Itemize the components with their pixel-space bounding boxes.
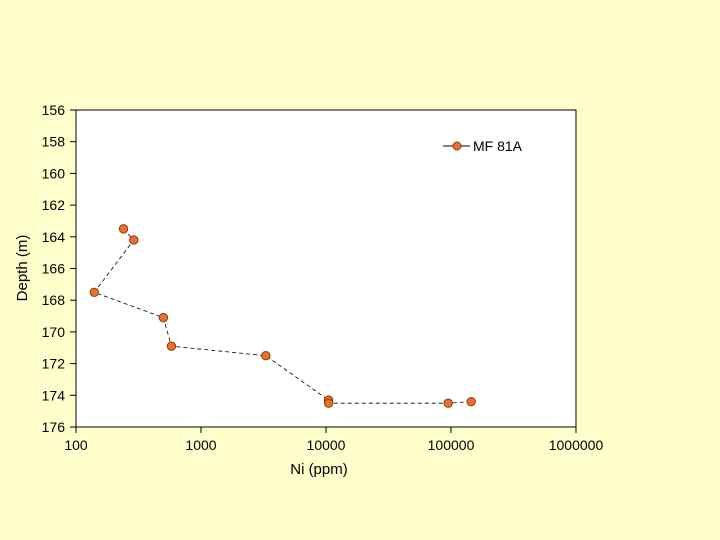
y-tick-label: 158 [42, 134, 66, 150]
x-axis-title: Ni (ppm) [290, 461, 348, 478]
x-tick-label: 100 [64, 437, 88, 453]
series-line [93, 228, 472, 404]
series-layer [89, 224, 476, 408]
data-point [466, 396, 476, 407]
y-axis-title: Depth (m) [14, 235, 31, 302]
y-tick-label: 170 [42, 324, 66, 340]
x-tick-label: 10000 [307, 437, 346, 453]
y-axis: 156 158 160 162 164 166 168 170 172 174 176 [42, 102, 76, 435]
x-axis: 100 1000 10000 100000 1000000 [64, 427, 603, 453]
y-tick-label: 160 [42, 165, 66, 181]
y-tick-label: 174 [42, 387, 66, 403]
data-point [443, 398, 453, 408]
x-tick-label: 100000 [428, 437, 475, 453]
data-point [118, 224, 129, 234]
y-tick-label: 168 [42, 292, 66, 308]
x-tick-label: 1000000 [549, 437, 604, 453]
data-point [323, 398, 334, 408]
y-tick-label: 162 [42, 197, 66, 213]
y-tick-label: 164 [42, 229, 66, 245]
y-tick-label: 166 [42, 261, 66, 277]
data-point [89, 287, 99, 297]
legend-marker [452, 141, 462, 151]
y-tick-label: 176 [42, 419, 66, 435]
legend-label: MF 81A [473, 138, 523, 154]
data-point [166, 341, 177, 351]
x-tick-label: 1000 [185, 437, 216, 453]
plot-area [75, 109, 577, 428]
data-point [129, 235, 139, 245]
legend: MF 81A [443, 138, 523, 154]
data-point [261, 350, 271, 361]
data-point [158, 312, 169, 323]
y-tick-label: 156 [42, 102, 66, 118]
y-tick-label: 172 [42, 356, 66, 372]
